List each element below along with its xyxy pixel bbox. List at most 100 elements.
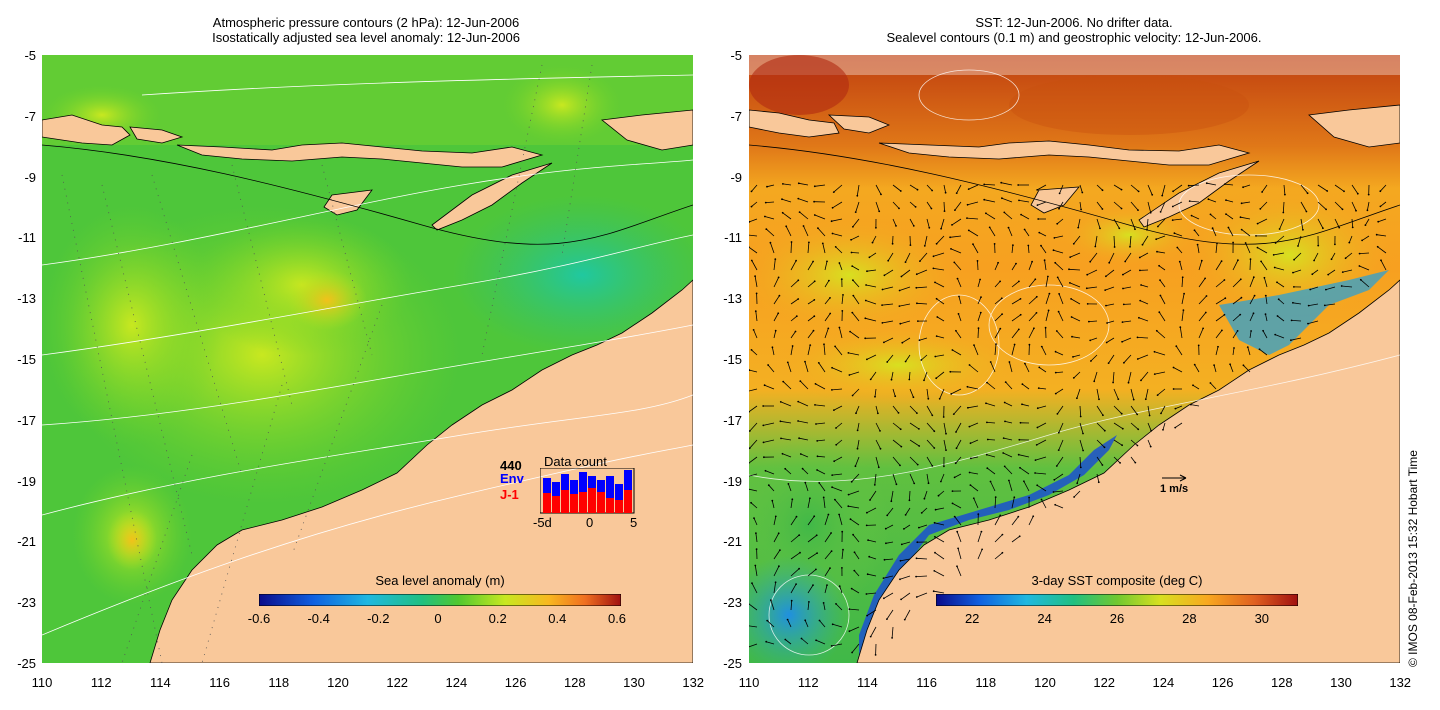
velocity-arrow-head	[1379, 190, 1382, 193]
velocity-arrow-head	[912, 225, 915, 227]
velocity-arrow	[790, 298, 799, 305]
velocity-arrow	[1232, 330, 1238, 339]
velocity-arrow	[773, 295, 780, 305]
velocity-arrow-head	[1160, 412, 1162, 415]
velocity-arrow-head	[1013, 343, 1016, 346]
velocity-arrow-head	[841, 310, 844, 312]
velocity-arrow-head	[1053, 478, 1056, 481]
velocity-arrow	[984, 184, 996, 186]
velocity-arrow-head	[1377, 220, 1380, 223]
velocity-arrow	[1021, 403, 1030, 407]
velocity-arrow	[798, 198, 809, 203]
velocity-arrow	[1229, 364, 1234, 373]
velocity-arrow-head	[1341, 271, 1344, 273]
velocity-arrow	[1137, 354, 1149, 360]
velocity-arrow-head	[923, 497, 926, 500]
velocity-arrow	[1124, 252, 1132, 262]
credit-text: © IMOS 08-Feb-2013 15:32 Hobart Time	[1406, 450, 1420, 667]
velocity-arrow	[1142, 235, 1149, 245]
velocity-arrow	[849, 608, 860, 611]
velocity-arrow	[955, 456, 962, 464]
velocity-arrow	[1093, 371, 1098, 382]
velocity-arrow	[1157, 388, 1166, 396]
velocity-arrow-head	[969, 484, 972, 486]
velocity-arrow-head	[1056, 413, 1059, 415]
velocity-arrow-head	[1054, 503, 1057, 506]
velocity-arrow-head	[934, 281, 936, 284]
velocity-arrow	[773, 313, 779, 322]
velocity-arrow	[782, 381, 792, 390]
velocity-arrow	[1140, 371, 1149, 381]
velocity-arrow-head	[1106, 322, 1108, 324]
velocity-arrow	[939, 388, 945, 399]
velocity-arrow-head	[977, 327, 980, 329]
velocity-arrow-head	[767, 364, 769, 366]
velocity-arrow	[1053, 490, 1064, 493]
velocity-arrow-head	[1156, 394, 1159, 396]
velocity-arrow-head	[904, 360, 907, 363]
velocity-arrow	[1008, 480, 1013, 492]
velocity-arrow-head	[1140, 379, 1142, 382]
velocity-arrow	[755, 311, 758, 322]
velocity-arrow-head	[1137, 190, 1140, 193]
velocity-arrow-head	[1019, 421, 1022, 424]
velocity-arrow-head	[874, 654, 877, 656]
velocity-arrow-head	[854, 211, 857, 214]
velocity-arrow-head	[1240, 296, 1243, 299]
velocity-arrow	[926, 439, 935, 449]
velocity-arrow-head	[935, 335, 938, 337]
velocity-arrow-head	[1107, 362, 1110, 364]
velocity-arrow	[782, 183, 792, 186]
velocity-arrow	[749, 405, 758, 413]
velocity-arrow	[1130, 439, 1138, 446]
velocity-arrow	[1317, 218, 1324, 229]
velocity-arrow-head	[1207, 198, 1210, 201]
velocity-arrow	[1307, 320, 1319, 324]
velocity-arrow-head	[830, 645, 833, 647]
lat-tick-label: -23	[17, 595, 36, 611]
velocity-arrow-head	[900, 445, 903, 448]
velocity-arrow-head	[904, 514, 907, 516]
velocity-arrow	[883, 592, 894, 599]
velocity-arrow-head	[1079, 415, 1082, 418]
velocity-arrow	[841, 549, 844, 560]
velocity-arrow-head	[969, 442, 972, 445]
sst-colorbar-tick: 30	[1254, 611, 1270, 626]
velocity-arrow-head	[945, 432, 947, 435]
velocity-arrow	[1376, 234, 1387, 237]
velocity-arrow	[935, 507, 945, 511]
velocity-arrow-head	[1236, 330, 1239, 332]
velocity-arrow-head	[1036, 426, 1039, 429]
velocity-arrow	[990, 481, 996, 492]
velocity-arrow	[1215, 346, 1219, 356]
velocity-arrow-head	[809, 344, 812, 346]
velocity-arrow	[1079, 201, 1082, 210]
velocity-arrow-head	[887, 259, 890, 262]
lon-tick-label: 116	[209, 675, 230, 690]
velocity-arrow-head	[898, 289, 901, 292]
velocity-arrow	[749, 246, 758, 254]
velocity-arrow	[852, 534, 860, 543]
velocity-arrow-head	[749, 447, 751, 450]
velocity-arrow	[788, 483, 792, 492]
velocity-arrow-head	[1077, 226, 1080, 229]
velocity-arrow-head	[813, 214, 816, 216]
velocity-arrow	[1212, 228, 1217, 237]
velocity-arrow-head	[1040, 498, 1043, 501]
velocity-arrow-head	[1073, 496, 1075, 498]
velocity-arrow	[926, 184, 933, 191]
velocity-arrow-head	[1127, 381, 1130, 384]
velocity-arrow-head	[955, 192, 958, 195]
velocity-arrow	[1009, 361, 1013, 373]
velocity-arrow	[749, 643, 758, 648]
velocity-arrow-head	[754, 275, 756, 278]
velocity-arrow	[1073, 490, 1081, 498]
velocity-arrow	[1028, 516, 1034, 526]
velocity-arrow-head	[1113, 246, 1116, 248]
velocity-arrow	[1108, 354, 1115, 364]
velocity-arrow-head	[849, 330, 851, 333]
velocity-arrow	[875, 422, 881, 432]
velocity-arrow-head	[1001, 533, 1004, 536]
velocity-arrow	[807, 498, 811, 509]
velocity-arrow	[905, 507, 911, 516]
